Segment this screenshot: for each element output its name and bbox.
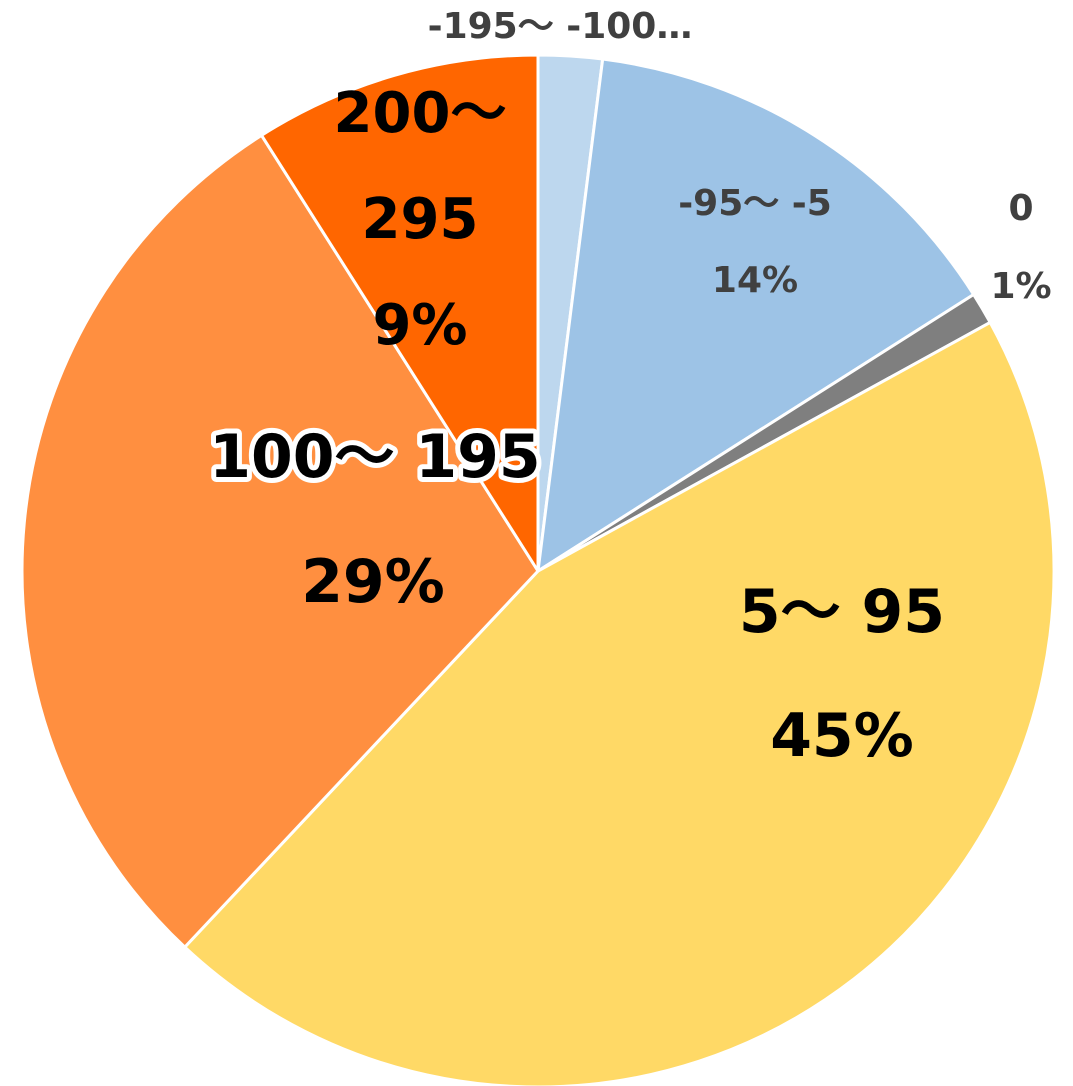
pie-slice-3	[183, 320, 1056, 1086]
slice-percent-neg95-neg5: 14%	[712, 260, 798, 301]
slice-label-5-95: 5～ 95	[739, 577, 945, 647]
slice-percent-5-95: 45%	[770, 701, 914, 771]
pie-slice-4	[20, 133, 540, 949]
slice-label-200-295-line1: 200～	[334, 81, 507, 146]
slice-label-neg195-neg100: -195～ -100…	[428, 6, 693, 47]
slice-label-100-195: 100～ 195	[209, 422, 540, 492]
pie-slice-5	[260, 53, 540, 573]
pie-slice-1	[536, 57, 976, 573]
slice-percent-200-295: 9%	[372, 293, 467, 358]
slice-label-zero: 0	[1008, 188, 1033, 229]
slice-percent-100-195: 29%	[301, 547, 445, 617]
slice-label-200-295-line2: 295	[362, 187, 479, 252]
slice-percent-zero: 1%	[990, 266, 1051, 307]
slice-label-neg95-neg5: -95～ -5	[678, 183, 832, 224]
pie-slices	[20, 53, 1056, 1086]
